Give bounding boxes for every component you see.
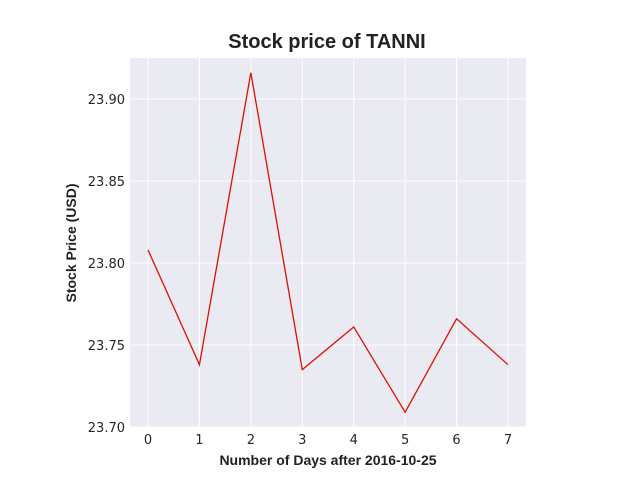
y-tick-label: 23.85 xyxy=(88,175,125,190)
grid xyxy=(130,58,526,428)
x-tick-labels: 0 1 2 3 4 5 6 7 xyxy=(144,433,512,448)
y-tick-label: 23.70 xyxy=(88,421,125,436)
x-tick-label: 2 xyxy=(247,433,255,448)
x-tick-label: 7 xyxy=(504,433,512,448)
x-tick-label: 5 xyxy=(401,433,409,448)
x-tick-label: 0 xyxy=(144,433,152,448)
x-tick-label: 4 xyxy=(350,433,358,448)
plot-area xyxy=(130,58,526,427)
y-tick-label: 23.80 xyxy=(88,257,125,272)
x-axis-label: Number of Days after 2016-10-25 xyxy=(219,452,436,468)
y-axis-label: Stock Price (USD) xyxy=(63,183,79,302)
x-tick-label: 1 xyxy=(195,433,203,448)
y-tick-labels: 23.70 23.75 23.80 23.85 23.90 xyxy=(88,93,125,436)
series-line xyxy=(147,72,509,414)
y-tick-label: 23.90 xyxy=(88,93,125,108)
x-tick-label: 6 xyxy=(452,433,460,448)
y-tick-label: 23.75 xyxy=(88,339,125,354)
chart-title: Stock price of TANNI xyxy=(228,31,425,53)
x-tick-label: 3 xyxy=(298,433,306,448)
series-layer xyxy=(147,72,509,414)
